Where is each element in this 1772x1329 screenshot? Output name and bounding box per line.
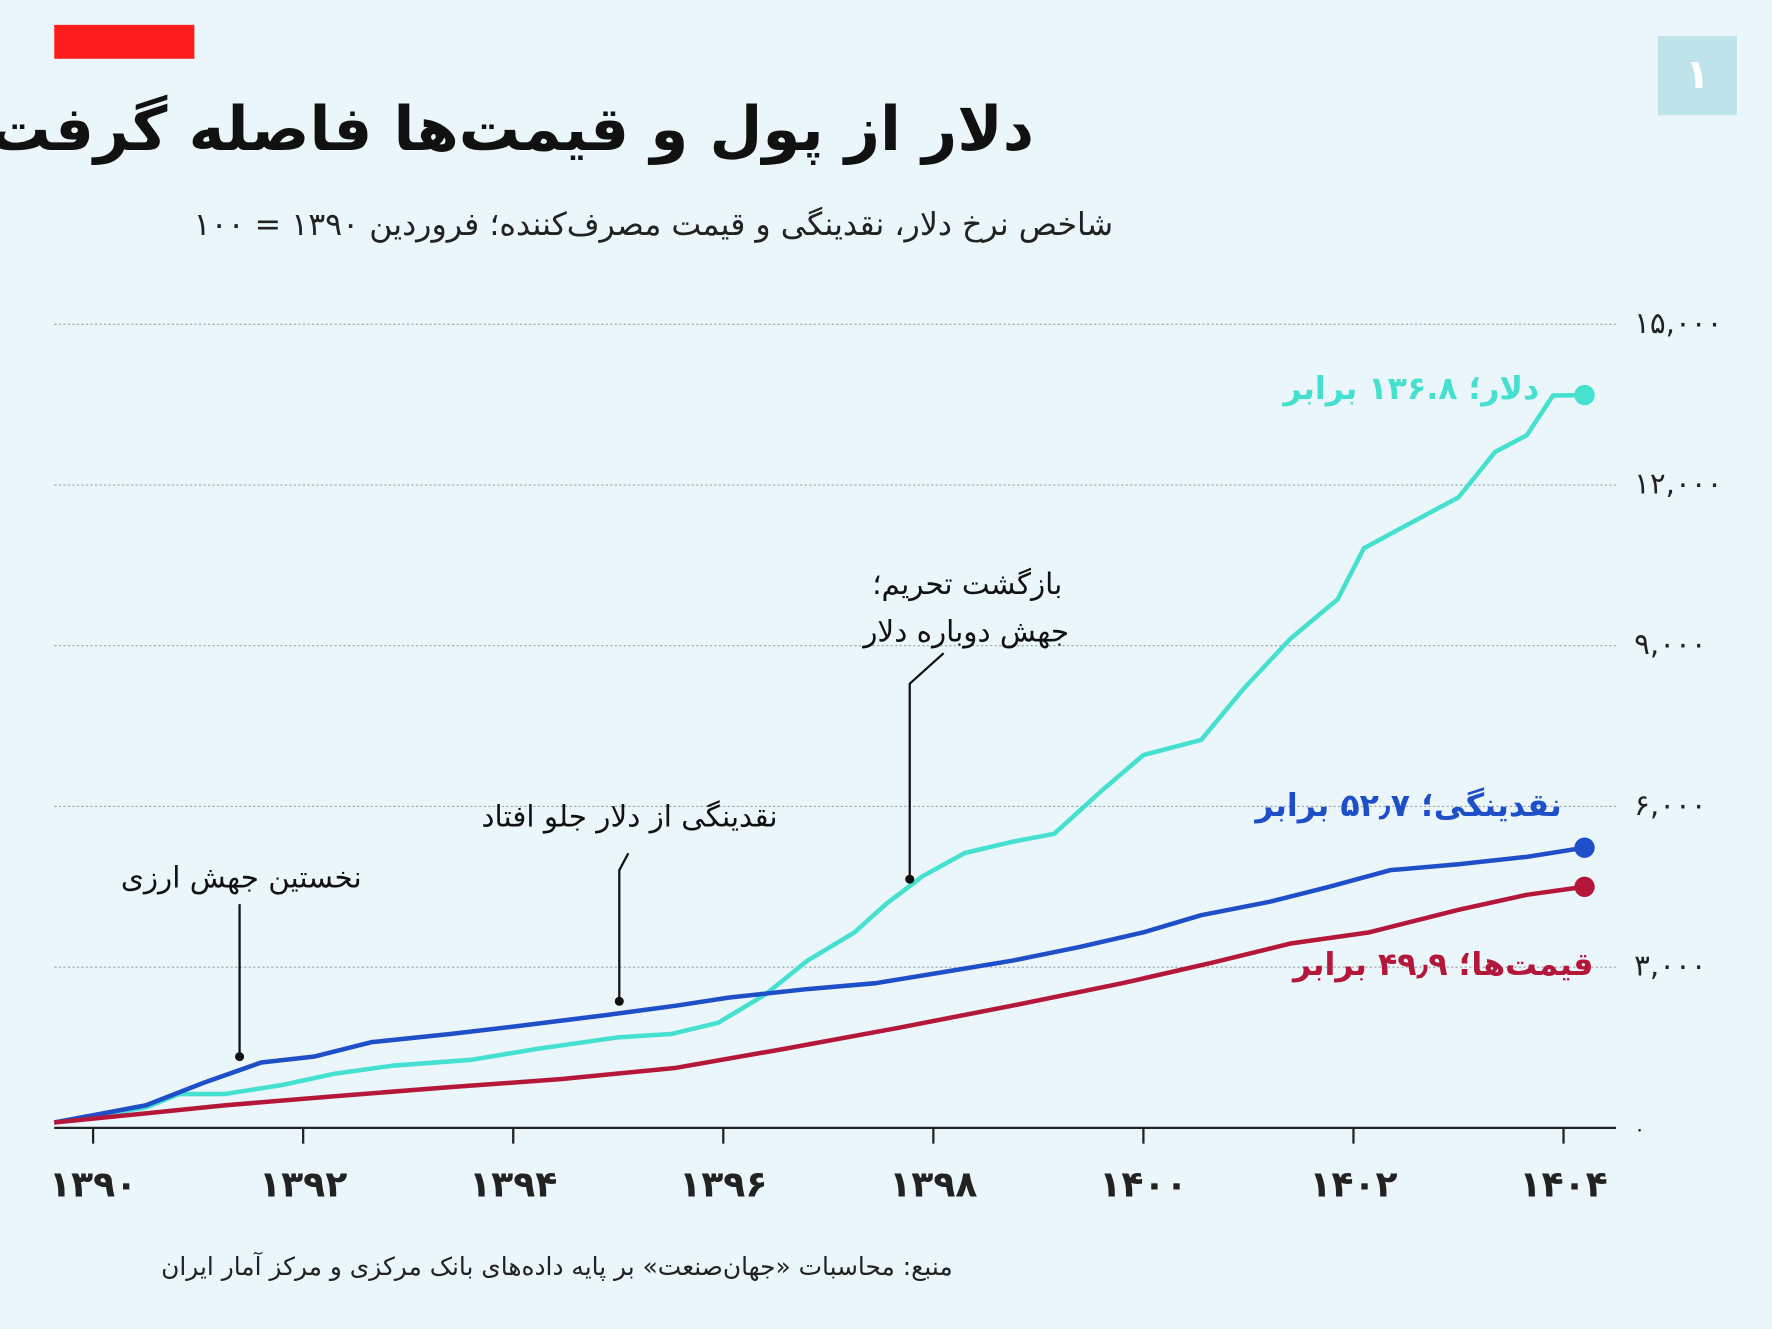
x-tick-label: ۱۴۰۴	[1519, 1163, 1607, 1206]
annotation: جهش دوباره دلار	[861, 614, 1069, 648]
page-number: ۱	[1685, 50, 1710, 98]
x-tick-label: ۱۳۹۶	[679, 1163, 767, 1206]
x-tick-label: ۱۳۹۸	[889, 1163, 977, 1206]
annotation: بازگشت تحریم؛	[872, 567, 1062, 602]
x-tick-label: ۱۴۰۲	[1309, 1163, 1397, 1206]
y-tick-label: ۶,۰۰۰	[1634, 788, 1706, 822]
annotation: نخستین جهش ارزی	[121, 861, 362, 895]
annotation-dot	[614, 996, 624, 1006]
end-dot	[1574, 876, 1595, 897]
annotation: نقدینگی از دلار جلو افتاد	[481, 800, 777, 834]
accent-bar	[54, 24, 195, 59]
x-tick-label: ۱۳۹۴	[469, 1163, 557, 1206]
series-label: دلار؛ ۱۳۶.۸ برابر	[1281, 371, 1539, 407]
x-tick-label: ۱۳۹۰	[49, 1163, 137, 1206]
end-dot	[1574, 384, 1595, 406]
annotation-dot	[905, 874, 915, 884]
y-tick-label: ۱۲,۰۰۰	[1634, 467, 1722, 501]
annotation-dot	[235, 1052, 245, 1062]
series-line	[54, 884, 1585, 1125]
series-label: نقدینگی؛ ۵۲٫۷ برابر	[1253, 787, 1561, 824]
series-line	[53, 392, 1585, 1125]
chart-subtitle: شاخص نرخ دلار، نقدینگی و قیمت مصرف‌کننده…	[194, 206, 1114, 243]
annotation-leader	[618, 852, 630, 1002]
source-note: منبع: محاسبات «جهان‌صنعت» بر پایه داده‌ه…	[161, 1251, 953, 1282]
y-tick-label: ۱۵,۰۰۰	[1634, 306, 1722, 340]
series-line	[53, 845, 1585, 1125]
y-tick-label: ۹,۰۰۰	[1634, 627, 1706, 661]
page-number-box	[1657, 36, 1737, 116]
x-tick-label: ۱۳۹۲	[259, 1163, 347, 1206]
x-tick-label: ۱۴۰۰	[1099, 1163, 1187, 1206]
annotation-leader	[908, 652, 945, 880]
end-dot	[1574, 837, 1595, 858]
y-tick-label: ۳,۰۰۰	[1634, 949, 1706, 983]
series-label: قیمت‌ها؛ ۴۹٫۹ برابر	[1291, 947, 1593, 983]
chart-title: دلار از پول و قیمت‌ها فاصله گرفت	[0, 94, 1034, 165]
y-tick-label: ۰	[1634, 1117, 1645, 1141]
